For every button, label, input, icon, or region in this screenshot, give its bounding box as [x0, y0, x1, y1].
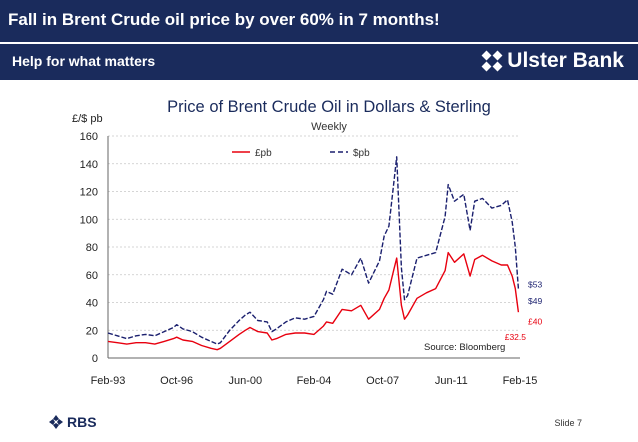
y-tick-label: 160	[80, 131, 98, 143]
brand-bar: Help for what matters Ulster Bank	[0, 44, 638, 80]
footer: RBS Slide 7	[0, 404, 638, 442]
x-tick-label: Oct-07	[366, 375, 399, 387]
end-value-label: $53	[528, 279, 542, 289]
y-axis-label: £/$ pb	[72, 113, 103, 125]
ulster-bank-brand: Ulster Bank	[481, 49, 624, 73]
y-tick-label: 100	[80, 214, 98, 226]
x-tick-label: Jun-11	[435, 375, 468, 387]
y-tick-label: 40	[86, 298, 98, 310]
chart-labels: $pb £pb $53 $49 £40£32.5	[232, 148, 542, 342]
y-tick-label: 0	[92, 353, 98, 365]
chart-grid	[108, 135, 520, 331]
x-tick-label: Feb-04	[297, 375, 332, 387]
gbp-series-line	[107, 251, 520, 351]
tagline: Help for what matters	[12, 53, 156, 69]
chart-axes: 0 20 40 60 80 100 120 140 160 Feb-93 Oct-96 Jun-00 F…	[80, 131, 538, 387]
y-tick-label: 120	[80, 187, 98, 199]
chart-title: Price of Brent Crude Oil in Dollars & St…	[167, 98, 491, 116]
usd-series-line	[107, 156, 520, 345]
x-tick-label: Feb-15	[503, 375, 538, 387]
rbs-logo: RBS	[48, 414, 97, 430]
end-value-label: £32.5	[505, 332, 527, 342]
y-tick-label: 60	[86, 270, 98, 282]
x-tick-label: Jun-00	[229, 375, 263, 387]
chart-subtitle: Weekly	[311, 121, 347, 133]
end-value-label: $49	[528, 296, 542, 306]
title-bar: Fall in Brent Crude oil price by over 60…	[0, 0, 638, 42]
ulster-bank-logo-icon	[481, 50, 503, 72]
slide-title: Fall in Brent Crude oil price by over 60…	[8, 10, 440, 29]
x-tick-label: Oct-96	[160, 375, 193, 387]
rbs-label: RBS	[67, 414, 97, 430]
gbp-legend-label: £pb	[255, 148, 272, 159]
y-tick-label: 20	[86, 325, 98, 337]
oil-price-chart: 0 20 40 60 80 100 120 140 160 Feb-93 Oct-96 Jun-00 F…	[72, 98, 542, 387]
y-tick-label: 140	[80, 159, 98, 171]
brand-name: Ulster Bank	[507, 49, 624, 72]
end-value-label: £40	[528, 317, 542, 327]
x-tick-label: Feb-93	[91, 375, 126, 387]
chart-series	[107, 156, 520, 351]
slide-number: Slide 7	[554, 418, 582, 428]
y-tick-label: 80	[86, 242, 98, 254]
usd-legend-label: $pb	[353, 148, 370, 159]
rbs-logo-icon	[49, 415, 63, 429]
chart-source: Source: Bloomberg	[424, 342, 505, 353]
